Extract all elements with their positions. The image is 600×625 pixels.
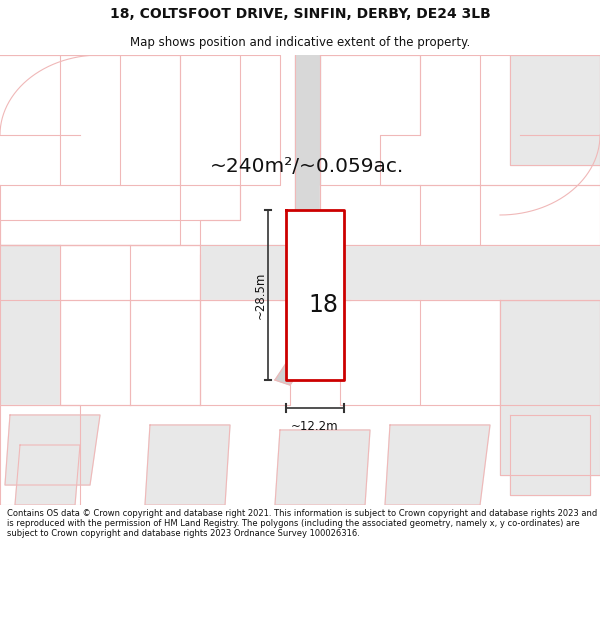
Polygon shape (340, 300, 600, 405)
Polygon shape (145, 425, 230, 505)
Polygon shape (510, 55, 600, 165)
Polygon shape (60, 245, 200, 405)
Polygon shape (275, 335, 320, 385)
Polygon shape (60, 300, 290, 405)
Text: ~240m²/~0.059ac.: ~240m²/~0.059ac. (210, 158, 404, 176)
Polygon shape (0, 245, 60, 405)
Polygon shape (0, 55, 280, 220)
Text: ~12.2m: ~12.2m (291, 420, 339, 433)
Text: Map shows position and indicative extent of the property.: Map shows position and indicative extent… (130, 36, 470, 49)
Polygon shape (15, 445, 80, 505)
Polygon shape (275, 430, 370, 505)
Polygon shape (0, 245, 600, 300)
Text: ~28.5m: ~28.5m (254, 271, 266, 319)
Polygon shape (500, 300, 600, 475)
Text: Contains OS data © Crown copyright and database right 2021. This information is : Contains OS data © Crown copyright and d… (7, 509, 598, 538)
Polygon shape (510, 415, 590, 495)
Polygon shape (295, 55, 320, 250)
Ellipse shape (293, 241, 321, 259)
Text: 18, COLTSFOOT DRIVE, SINFIN, DERBY, DE24 3LB: 18, COLTSFOOT DRIVE, SINFIN, DERBY, DE24… (110, 7, 490, 21)
Polygon shape (385, 425, 490, 505)
Polygon shape (320, 185, 600, 245)
Polygon shape (0, 185, 240, 245)
Polygon shape (320, 55, 600, 185)
Text: 18: 18 (308, 293, 338, 317)
Polygon shape (5, 415, 100, 485)
Polygon shape (0, 220, 180, 245)
Polygon shape (0, 405, 80, 505)
Polygon shape (286, 210, 344, 380)
